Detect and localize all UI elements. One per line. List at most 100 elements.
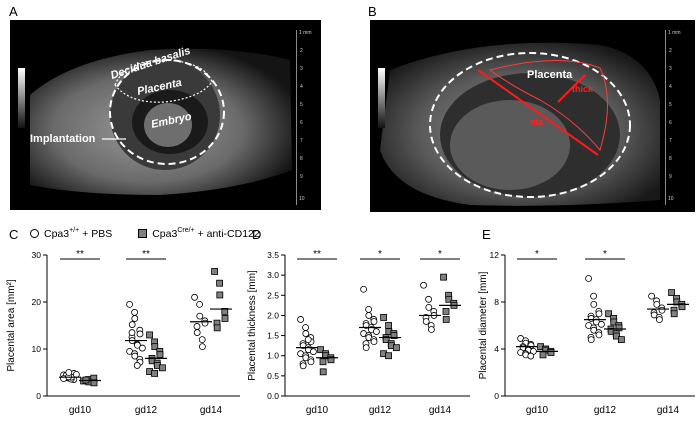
data-point-treated xyxy=(380,314,388,321)
y-tick-label: 0 xyxy=(36,391,41,401)
legend-pbs-marker xyxy=(30,229,39,238)
x-tick-label: gd14 xyxy=(200,405,223,416)
data-point-pbs xyxy=(595,331,603,339)
data-point-pbs xyxy=(427,326,435,333)
significance-label: ** xyxy=(313,249,321,260)
y-tick-label: 10 xyxy=(32,344,42,354)
svg-text:2: 2 xyxy=(669,48,672,54)
data-point-pbs xyxy=(425,303,433,311)
data-point-treated xyxy=(156,351,164,359)
data-point-treated xyxy=(615,324,623,332)
significance-label: ** xyxy=(142,249,150,260)
chart-c: 0 10 20 30 Placental area [mm²] gd10 gd12 gd14 *… xyxy=(6,249,240,416)
scale-top-a: 1 mm xyxy=(299,30,312,36)
data-point-treated xyxy=(216,279,224,287)
data-point-pbs xyxy=(365,305,373,313)
data-point-treated xyxy=(317,346,325,354)
svg-text:10: 10 xyxy=(299,196,305,202)
data-point-pbs xyxy=(65,369,73,376)
data-point-treated xyxy=(442,316,450,323)
data-point-treated xyxy=(445,295,453,303)
svg-text:7: 7 xyxy=(300,138,303,144)
data-point-pbs xyxy=(590,292,597,300)
data-point-treated xyxy=(390,332,398,339)
data-point-pbs xyxy=(193,329,201,336)
data-point-pbs xyxy=(656,316,663,324)
legend-treated-marker xyxy=(138,229,148,238)
data-point-pbs xyxy=(299,362,307,370)
data-point-treated xyxy=(547,349,555,356)
data-point-pbs xyxy=(304,336,312,344)
placenta-label-b: Placenta xyxy=(527,69,573,81)
data-point-pbs xyxy=(128,321,136,328)
data-point-pbs xyxy=(527,352,535,360)
y-axis-label: Placental thickness [mm] xyxy=(247,270,258,381)
dia-label: dia xyxy=(530,117,544,127)
data-point-treated xyxy=(151,343,159,351)
y-tick-label: 1.5 xyxy=(267,331,279,341)
data-point-pbs xyxy=(648,292,655,300)
depth-scale-a: 2 3 4 5 6 7 8 9 10 xyxy=(299,48,305,202)
data-point-pbs xyxy=(587,336,595,344)
y-tick-label: 20 xyxy=(32,297,42,307)
significance-label: ** xyxy=(76,249,84,260)
data-point-pbs xyxy=(302,324,310,331)
svg-text:6: 6 xyxy=(300,120,303,126)
data-point-treated xyxy=(382,336,390,344)
data-point-pbs xyxy=(193,323,201,330)
chart-e: 0 4 8 12 Placental diameter [mm] gd10 gd12 gd14… xyxy=(478,249,695,416)
data-point-treated xyxy=(211,268,219,275)
svg-text:9: 9 xyxy=(669,174,672,180)
data-point-pbs xyxy=(653,300,661,308)
y-tick-label: 4 xyxy=(494,344,499,354)
data-point-treated xyxy=(146,331,154,339)
data-point-pbs xyxy=(307,358,315,366)
y-tick-label: 8 xyxy=(494,297,499,307)
y-tick-label: 2.5 xyxy=(267,290,279,300)
data-point-pbs xyxy=(73,370,80,378)
x-tick-label: gd10 xyxy=(306,405,329,416)
svg-text:8: 8 xyxy=(300,156,303,162)
svg-text:5: 5 xyxy=(300,102,303,108)
x-tick-label: gd12 xyxy=(135,405,158,416)
svg-text:5: 5 xyxy=(669,102,672,108)
y-tick-label: 3.5 xyxy=(267,250,279,260)
y-tick-label: 30 xyxy=(32,250,42,260)
y-tick-label: 0 xyxy=(494,391,499,401)
y-tick-label: 0.5 xyxy=(267,371,279,381)
ultrasound-image-b: Placenta thick dia 1 mm 2 3 4 5 6 7 8 9 … xyxy=(370,20,695,212)
data-point-treated xyxy=(90,379,98,387)
data-point-treated xyxy=(151,370,159,377)
y-tick-label: 2.0 xyxy=(267,310,279,320)
data-point-pbs xyxy=(422,318,430,325)
y-tick-label: 1.0 xyxy=(267,351,279,361)
data-point-treated xyxy=(670,310,678,318)
y-axis-label: Placental area [mm²] xyxy=(6,279,17,371)
data-point-pbs xyxy=(360,285,368,293)
x-tick-label: gd12 xyxy=(594,405,617,416)
implantation-label: Implantation xyxy=(30,133,96,145)
data-point-treated xyxy=(221,307,229,315)
x-tick-label: gd12 xyxy=(369,405,392,416)
data-point-pbs xyxy=(297,316,305,323)
data-point-treated xyxy=(221,315,229,322)
svg-text:4: 4 xyxy=(669,84,672,90)
data-point-treated xyxy=(678,303,686,311)
panel-letter-a: A xyxy=(9,4,18,19)
panel-letter-e: E xyxy=(482,227,491,242)
panel-letter-d: D xyxy=(252,227,262,242)
data-point-treated xyxy=(442,307,450,315)
data-point-pbs xyxy=(595,310,603,318)
svg-text:4: 4 xyxy=(300,84,303,90)
data-point-pbs xyxy=(131,315,139,322)
legend-pbs-label: Cpa3+/+ + PBS xyxy=(44,227,113,240)
data-point-treated xyxy=(605,310,612,318)
data-point-treated xyxy=(327,356,335,364)
svg-text:2: 2 xyxy=(300,48,303,54)
data-point-treated xyxy=(385,352,393,360)
data-point-treated xyxy=(618,336,625,344)
svg-text:9: 9 xyxy=(300,174,303,180)
significance-label: * xyxy=(438,249,442,260)
data-point-pbs xyxy=(196,312,204,320)
